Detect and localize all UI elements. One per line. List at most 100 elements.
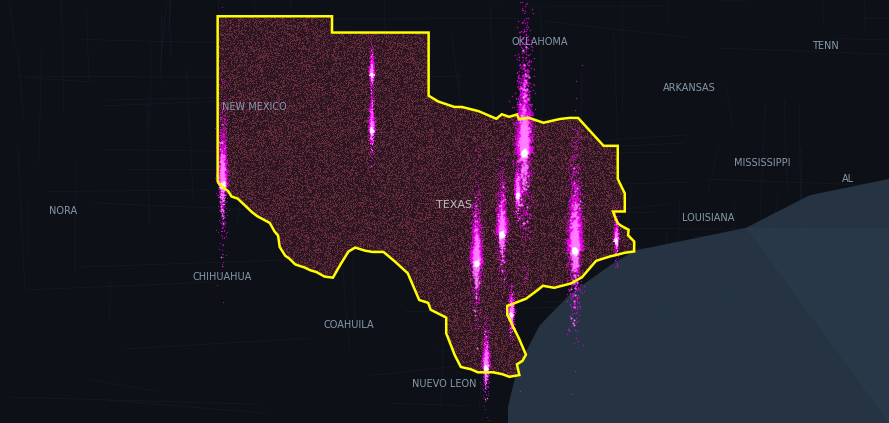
Point xyxy=(467,128,481,135)
Point xyxy=(495,227,509,234)
Point xyxy=(216,192,230,198)
Point xyxy=(592,165,606,171)
Point xyxy=(610,242,624,249)
Point xyxy=(610,235,624,242)
Point xyxy=(267,121,281,128)
Point xyxy=(221,40,236,47)
Point xyxy=(236,128,250,135)
Point xyxy=(581,222,596,228)
Point xyxy=(518,121,533,128)
Point xyxy=(408,33,422,40)
Point xyxy=(439,113,453,120)
Point xyxy=(404,277,419,284)
Point xyxy=(374,178,388,184)
Point xyxy=(573,216,587,223)
Point xyxy=(489,184,503,190)
Point xyxy=(216,150,230,157)
Point xyxy=(331,104,345,110)
Point xyxy=(477,207,491,214)
Point xyxy=(231,16,245,22)
Point xyxy=(429,99,444,106)
Point xyxy=(220,80,234,87)
Point xyxy=(468,168,482,174)
Point xyxy=(215,155,229,162)
Point xyxy=(316,168,331,175)
Point xyxy=(548,273,562,280)
Point xyxy=(496,166,510,173)
Point xyxy=(499,259,513,266)
Point xyxy=(608,233,622,240)
Point xyxy=(517,157,531,163)
Point xyxy=(343,73,357,80)
Point xyxy=(563,217,577,224)
Point xyxy=(307,164,321,170)
Point xyxy=(456,331,470,338)
Point xyxy=(220,167,234,173)
Point xyxy=(304,230,318,237)
Point xyxy=(268,194,283,201)
Point xyxy=(220,78,235,85)
Point xyxy=(218,181,232,188)
Point xyxy=(517,73,531,80)
Point xyxy=(336,60,350,67)
Point xyxy=(516,134,530,140)
Point xyxy=(493,195,507,202)
Point xyxy=(501,98,516,104)
Point xyxy=(477,334,492,341)
Point xyxy=(214,182,228,189)
Point xyxy=(282,30,296,36)
Point xyxy=(268,168,282,175)
Point xyxy=(611,236,625,243)
Point xyxy=(477,322,491,329)
Point xyxy=(368,108,382,115)
Point xyxy=(506,198,520,205)
Point xyxy=(363,243,377,250)
Point xyxy=(233,88,247,94)
Point xyxy=(311,152,325,159)
Point xyxy=(281,19,295,26)
Point xyxy=(281,102,295,109)
Point xyxy=(495,223,509,230)
Point xyxy=(485,143,500,150)
Point xyxy=(565,193,580,200)
Point xyxy=(497,251,511,258)
Point xyxy=(278,233,292,240)
Point xyxy=(509,190,523,197)
Point xyxy=(329,145,343,151)
Point xyxy=(300,32,315,39)
Point xyxy=(212,181,226,187)
Point xyxy=(353,79,367,85)
Point xyxy=(557,142,572,148)
Point xyxy=(288,37,302,44)
Point xyxy=(257,136,271,143)
Point xyxy=(217,181,231,188)
Point xyxy=(437,113,452,120)
Point xyxy=(382,149,396,156)
Point xyxy=(364,69,378,76)
Point xyxy=(534,211,549,218)
Point xyxy=(466,133,480,140)
Point xyxy=(517,115,532,122)
Point xyxy=(516,121,530,127)
Point xyxy=(516,171,530,178)
Point xyxy=(600,219,614,226)
Point xyxy=(555,235,569,242)
Point xyxy=(334,96,348,102)
Point xyxy=(537,258,551,265)
Point xyxy=(504,297,518,304)
Point xyxy=(369,90,383,97)
Point xyxy=(323,89,337,96)
Point xyxy=(534,131,549,138)
Point xyxy=(516,124,530,130)
Point xyxy=(348,105,362,112)
Point xyxy=(582,220,597,226)
Point xyxy=(517,142,532,148)
Point xyxy=(597,149,611,156)
Point xyxy=(217,187,231,193)
Point xyxy=(421,87,436,94)
Point xyxy=(489,226,503,233)
Point xyxy=(348,126,362,132)
Point xyxy=(424,112,438,118)
Point xyxy=(403,44,417,50)
Point xyxy=(604,240,618,247)
